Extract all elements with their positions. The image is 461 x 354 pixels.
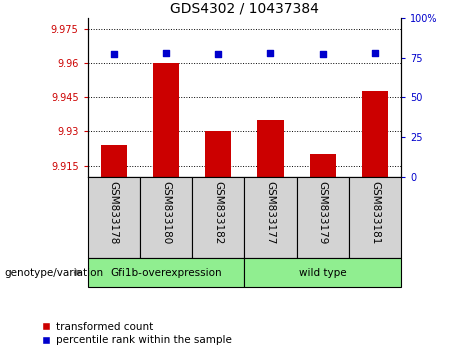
- Text: wild type: wild type: [299, 268, 347, 278]
- Point: [371, 50, 378, 56]
- Point: [214, 51, 222, 57]
- Bar: [362, 91, 388, 177]
- Text: GSM833179: GSM833179: [318, 181, 328, 245]
- Bar: [205, 131, 231, 177]
- Bar: [310, 154, 336, 177]
- Bar: [88, 177, 140, 258]
- Legend: transformed count, percentile rank within the sample: transformed count, percentile rank withi…: [42, 322, 231, 345]
- Bar: [100, 145, 127, 177]
- Text: GSM833180: GSM833180: [161, 181, 171, 244]
- Bar: [349, 177, 401, 258]
- Text: GSM833182: GSM833182: [213, 181, 223, 245]
- Title: GDS4302 / 10437384: GDS4302 / 10437384: [170, 1, 319, 15]
- Point: [110, 51, 118, 57]
- Text: genotype/variation: genotype/variation: [5, 268, 104, 278]
- Text: GSM833177: GSM833177: [266, 181, 276, 245]
- Point: [162, 50, 170, 56]
- Bar: [296, 177, 349, 258]
- Bar: [88, 258, 244, 287]
- Bar: [257, 120, 284, 177]
- Bar: [140, 177, 192, 258]
- Bar: [244, 177, 296, 258]
- Point: [267, 50, 274, 56]
- Text: GSM833181: GSM833181: [370, 181, 380, 245]
- Bar: [244, 258, 401, 287]
- Bar: [153, 63, 179, 177]
- Text: GSM833178: GSM833178: [109, 181, 119, 245]
- Point: [319, 51, 326, 57]
- Bar: [192, 177, 244, 258]
- Text: Gfi1b-overexpression: Gfi1b-overexpression: [110, 268, 222, 278]
